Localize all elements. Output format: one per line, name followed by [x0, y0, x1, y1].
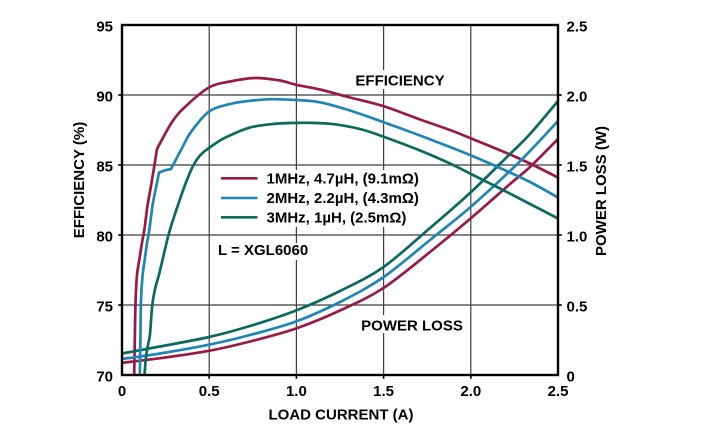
- svg-text:80: 80: [96, 229, 113, 246]
- svg-text:2.0: 2.0: [567, 89, 588, 106]
- svg-text:2MHz, 2.2µH, (4.3mΩ): 2MHz, 2.2µH, (4.3mΩ): [267, 190, 419, 207]
- svg-text:1.5: 1.5: [567, 159, 588, 176]
- svg-text:L = XGL6060: L = XGL6060: [218, 242, 308, 259]
- svg-text:EFFICIENCY (%): EFFICIENCY (%): [71, 122, 88, 238]
- svg-text:90: 90: [96, 89, 113, 106]
- svg-text:LOAD CURRENT (A): LOAD CURRENT (A): [269, 407, 414, 424]
- svg-text:POWER LOSS (W): POWER LOSS (W): [593, 126, 610, 256]
- svg-text:POWER LOSS: POWER LOSS: [361, 317, 463, 334]
- svg-text:2.0: 2.0: [460, 383, 481, 400]
- svg-text:1.0: 1.0: [286, 383, 307, 400]
- svg-text:95: 95: [96, 19, 113, 36]
- svg-text:2.5: 2.5: [548, 383, 569, 400]
- svg-text:75: 75: [96, 299, 113, 316]
- svg-text:85: 85: [96, 159, 113, 176]
- svg-text:0.5: 0.5: [199, 383, 220, 400]
- svg-text:0: 0: [118, 383, 126, 400]
- svg-text:1.5: 1.5: [373, 383, 394, 400]
- svg-text:3MHz, 1µH, (2.5mΩ): 3MHz, 1µH, (2.5mΩ): [267, 209, 407, 226]
- svg-text:0: 0: [567, 369, 575, 386]
- svg-text:1.0: 1.0: [567, 229, 588, 246]
- svg-text:0.5: 0.5: [567, 299, 588, 316]
- svg-text:2.5: 2.5: [567, 19, 588, 36]
- svg-text:EFFICIENCY: EFFICIENCY: [355, 73, 444, 90]
- svg-text:1MHz, 4.7µH, (9.1mΩ): 1MHz, 4.7µH, (9.1mΩ): [267, 170, 419, 187]
- svg-text:70: 70: [96, 369, 113, 386]
